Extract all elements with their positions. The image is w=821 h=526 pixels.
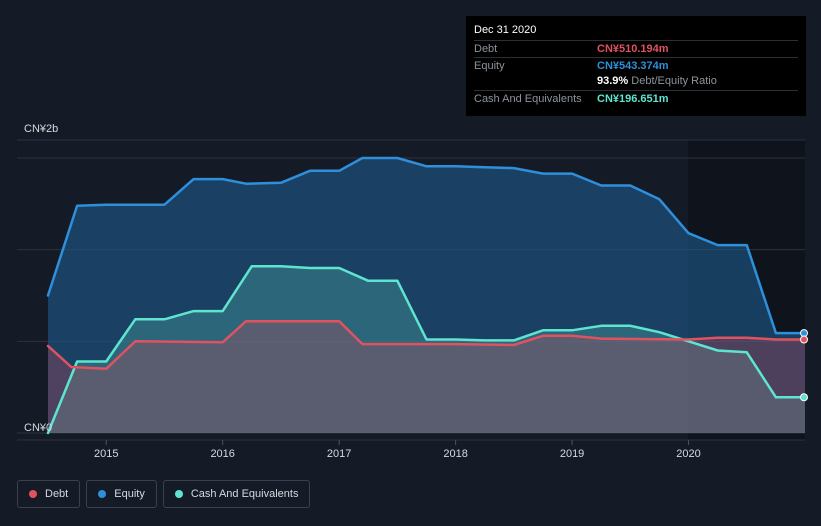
y-tick-label-zero: CN¥0	[24, 422, 53, 434]
tooltip-row-ratio: 93.9% Debt/Equity Ratio	[474, 73, 798, 89]
legend-debt-label: Debt	[45, 488, 69, 500]
legend-cash-dot	[174, 490, 183, 498]
area-debt	[48, 321, 805, 433]
area-cash-and-equivalents	[48, 266, 805, 433]
tooltip-cash-value: CN¥196.651m	[597, 93, 669, 105]
tooltip-debt-value: CN¥510.194m	[597, 43, 669, 55]
legend-equity-dot	[98, 490, 107, 498]
tooltip-cash-label: Cash And Equivalents	[474, 93, 582, 105]
x-axis-ticks: 2015 2016 2017 2018 2019 2020	[94, 440, 701, 460]
tooltip-ratio-value: 93.9%	[597, 75, 629, 87]
y-tick-label-top: CN¥2b	[24, 123, 59, 135]
x-tick-label: 2018	[443, 448, 467, 460]
endpoint-debt	[800, 335, 808, 344]
x-tick-label: 2019	[560, 448, 584, 460]
line-equity	[46, 156, 807, 335]
series-lines	[46, 156, 807, 435]
tooltip-row-equity: Equity CN¥543.374m	[474, 57, 798, 74]
legend-debt-dot	[29, 490, 37, 498]
legend-equity-label: Equity	[114, 488, 145, 500]
legend: Debt Equity Cash And Equivalents	[17, 480, 311, 508]
tooltip: Dec 31 2020 Debt CN¥510.194m Equity CN¥5…	[466, 16, 806, 116]
endpoint-cash-and-equivalents	[800, 393, 808, 402]
tooltip-date: Dec 31 2020	[474, 24, 537, 36]
x-tick-label: 2020	[676, 448, 700, 460]
x-tick-label: 2015	[94, 448, 118, 460]
series-endpoints	[800, 329, 808, 402]
tooltip-debt-label: Debt	[474, 43, 498, 55]
legend-item-equity[interactable]: Equity	[86, 480, 157, 508]
tooltip-row-debt: Debt CN¥510.194m	[474, 40, 798, 57]
x-tick-label: 2017	[327, 448, 351, 460]
series-areas	[48, 158, 805, 433]
line-debt	[46, 319, 807, 371]
tooltip-ratio-suffix: Debt/Equity Ratio	[628, 75, 717, 87]
legend-cash-label: Cash And Equivalents	[190, 488, 299, 500]
tooltip-row-cash: Cash And Equivalents CN¥196.651m	[474, 90, 798, 107]
legend-item-debt[interactable]: Debt	[17, 480, 81, 508]
legend-item-cash[interactable]: Cash And Equivalents	[162, 480, 311, 508]
area-equity	[48, 158, 805, 433]
tooltip-equity-value: CN¥543.374m	[597, 60, 669, 72]
x-tick-label: 2016	[210, 448, 234, 460]
tooltip-equity-label: Equity	[474, 60, 505, 72]
